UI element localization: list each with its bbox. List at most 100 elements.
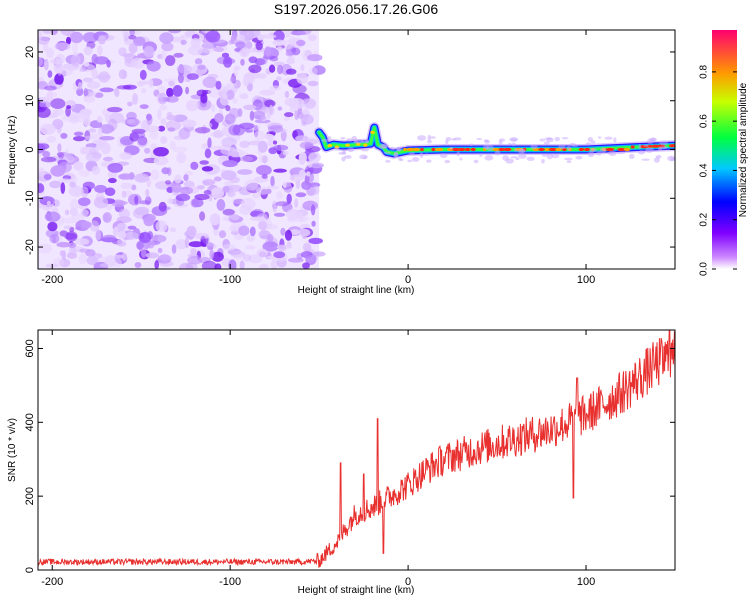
noise-blob <box>87 81 101 89</box>
noise-blob <box>38 167 45 177</box>
noise-blob <box>249 226 256 237</box>
noise-blob <box>38 243 53 254</box>
halo-blob <box>653 157 660 163</box>
noise-blob <box>258 220 268 231</box>
noise-blob <box>73 184 80 196</box>
halo-blob <box>554 136 560 142</box>
noise-blob <box>89 220 100 232</box>
halo-blob <box>558 144 566 150</box>
noise-blob <box>228 124 241 136</box>
noise-blob <box>210 145 221 150</box>
signal-hotspot <box>544 147 550 152</box>
noise-blob <box>284 112 294 118</box>
snr-ytick-label: 200 <box>24 487 36 505</box>
halo-blob <box>589 148 597 153</box>
noise-blob <box>172 85 183 97</box>
noise-blob <box>286 58 295 65</box>
halo-blob <box>468 143 474 147</box>
noise-blob <box>82 32 98 44</box>
noise-blob <box>126 111 137 121</box>
halo-blob <box>340 137 346 140</box>
halo-blob <box>659 140 668 146</box>
halo-blob <box>485 145 495 152</box>
noise-blob <box>307 34 317 42</box>
noise-blob <box>171 183 182 193</box>
noise-blob <box>233 65 241 71</box>
noise-blob <box>83 135 96 140</box>
noise-blob <box>244 34 250 44</box>
noise-blob <box>66 36 71 45</box>
noise-blob <box>94 56 109 65</box>
halo-blob <box>511 142 516 147</box>
noise-blob <box>144 196 152 206</box>
spec-ytick-label: 0 <box>24 146 36 152</box>
noise-blob <box>167 127 176 132</box>
noise-blob <box>51 207 59 213</box>
colorbar-tick-label: 0.0 <box>699 262 710 276</box>
noise-blob <box>284 229 293 241</box>
noise-blob <box>270 259 278 269</box>
noise-blob <box>222 160 238 168</box>
noise-blob <box>201 166 214 172</box>
noise-blob <box>222 243 236 252</box>
noise-blob <box>121 118 136 124</box>
noise-blob <box>99 87 114 93</box>
noise-blob <box>157 125 166 132</box>
noise-blob <box>211 104 216 113</box>
noise-blob <box>308 237 324 245</box>
noise-blob <box>299 141 314 149</box>
noise-blob <box>273 30 285 42</box>
halo-blob <box>597 136 602 139</box>
halo-blob <box>347 147 355 153</box>
noise-blob <box>83 87 89 98</box>
halo-blob <box>360 148 369 152</box>
noise-blob <box>95 74 112 80</box>
halo-blob <box>484 155 494 161</box>
noise-blob <box>247 72 255 84</box>
noise-blob <box>280 227 286 236</box>
snr-content <box>38 330 675 568</box>
signal-hotspot <box>651 144 660 148</box>
noise-blob <box>144 147 151 154</box>
noise-blob <box>312 185 320 195</box>
noise-blob <box>75 238 90 246</box>
noise-blob <box>168 80 176 87</box>
noise-blob <box>199 211 206 221</box>
noise-blob <box>190 198 200 208</box>
noise-blob <box>97 35 106 45</box>
noise-blob <box>229 107 240 119</box>
noise-blob <box>181 119 197 128</box>
noise-blob <box>213 130 224 139</box>
noise-blob <box>277 64 283 75</box>
noise-blob <box>164 78 178 83</box>
noise-blob <box>243 253 252 262</box>
signal-hotspot <box>623 147 631 152</box>
noise-blob <box>99 136 115 141</box>
noise-blob <box>78 109 91 120</box>
noise-blob <box>98 124 115 134</box>
noise-blob <box>165 55 176 66</box>
halo-blob <box>608 150 617 156</box>
noise-blob <box>46 135 57 143</box>
noise-blob <box>225 82 237 88</box>
snr-xtick-label: -200 <box>41 576 63 588</box>
noise-blob <box>57 143 62 153</box>
noise-blob <box>193 232 210 240</box>
noise-blob <box>183 180 195 188</box>
snr-panel: -200 -100 0 100 0 200 400 600 Height of straigh… <box>7 329 676 596</box>
halo-blob <box>498 140 503 146</box>
noise-blob <box>92 152 102 159</box>
noise-blob <box>56 241 71 248</box>
halo-blob <box>551 154 560 159</box>
halo-blob <box>650 137 656 143</box>
noise-blob <box>146 61 161 72</box>
noise-blob <box>49 234 60 244</box>
noise-blob <box>301 180 312 190</box>
halo-blob <box>321 138 330 143</box>
noise-blob <box>307 160 313 168</box>
noise-blob <box>39 100 51 109</box>
noise-blob <box>157 247 163 254</box>
noise-blob <box>159 104 168 111</box>
noise-blob <box>267 125 284 133</box>
noise-blob <box>312 65 326 75</box>
